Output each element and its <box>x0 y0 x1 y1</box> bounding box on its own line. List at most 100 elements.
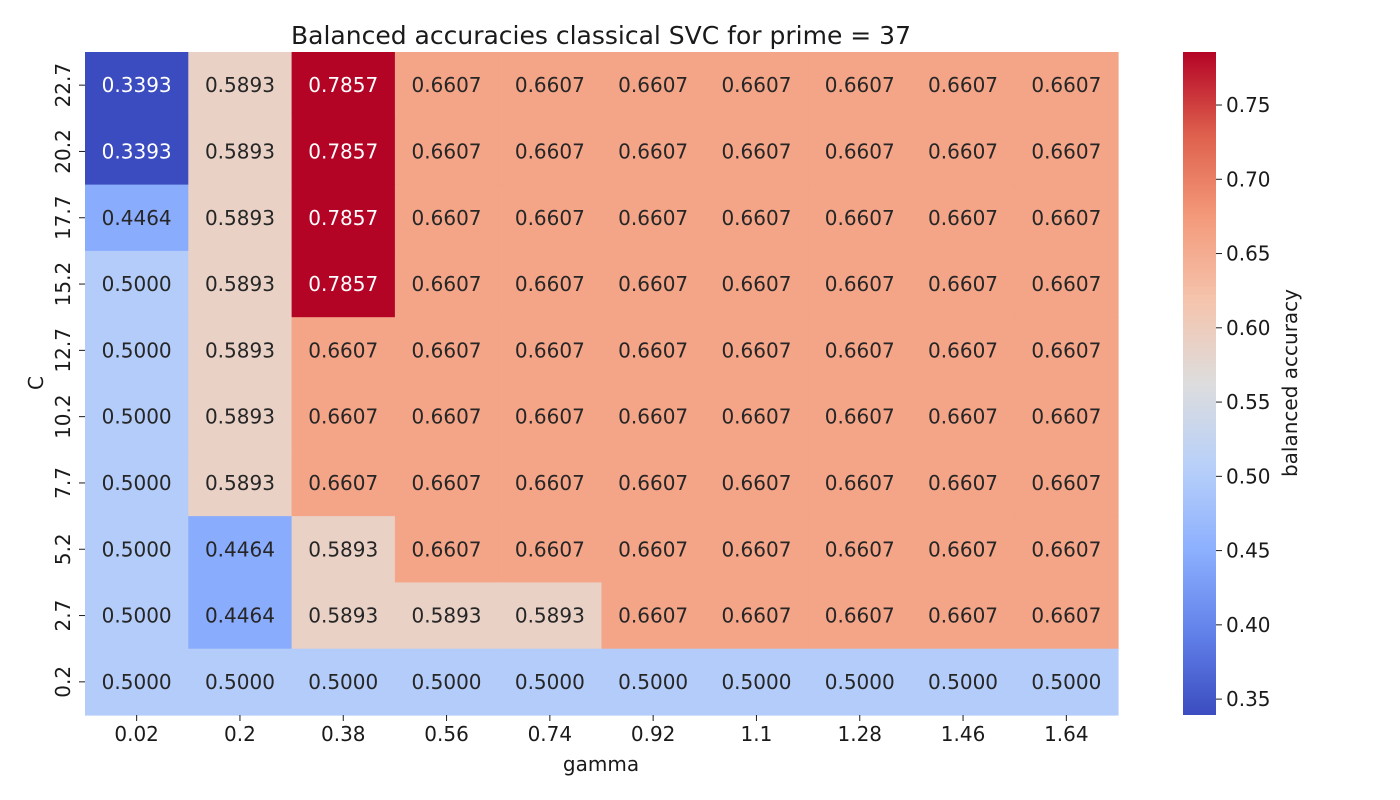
cell-value-label: 0.5893 <box>308 604 378 628</box>
heatmap-cell <box>188 449 293 517</box>
heatmap-cell <box>188 184 293 252</box>
heatmap-cell <box>394 52 499 119</box>
heatmap-cell <box>808 449 912 517</box>
cell-value-label: 0.6607 <box>928 73 998 97</box>
cell-value-label: 0.5000 <box>102 604 172 628</box>
cell-value-label: 0.6607 <box>1031 206 1101 230</box>
cell-value-label: 0.5000 <box>825 670 895 694</box>
heatmap-cell <box>188 52 293 119</box>
heatmap-cell <box>498 383 603 451</box>
heatmap-cell <box>601 118 706 186</box>
cell-value-label: 0.6607 <box>825 338 895 362</box>
heatmap-cell <box>911 383 1016 451</box>
cell-value-label: 0.5893 <box>515 604 585 628</box>
cell-value-label: 0.5000 <box>102 338 172 362</box>
cell-value-label: 0.6607 <box>721 405 791 429</box>
cell-value-label: 0.5000 <box>721 670 791 694</box>
heatmap-cell <box>394 516 499 583</box>
colorbar <box>1183 52 1216 715</box>
heatmap-cell <box>85 582 189 650</box>
heatmap-cell <box>394 582 499 650</box>
heatmap-cell <box>1014 184 1119 252</box>
heatmap-cell <box>911 516 1016 583</box>
colorbar-tick-label: 0.70 <box>1226 167 1271 191</box>
cell-value-label: 0.6607 <box>721 338 791 362</box>
heatmap-cell <box>85 383 189 451</box>
y-tick-label: 0.2 <box>51 666 75 698</box>
heatmap-cell <box>85 250 189 318</box>
colorbar-tick-label: 0.35 <box>1226 687 1271 711</box>
heatmap-cell <box>188 383 293 451</box>
y-tick-label: 2.7 <box>51 600 75 632</box>
cell-value-label: 0.7857 <box>308 272 378 296</box>
heatmap-cell <box>188 118 293 186</box>
cell-value-label: 0.6607 <box>928 338 998 362</box>
cell-value-label: 0.5000 <box>412 670 482 694</box>
heatmap-cell <box>291 52 396 119</box>
y-tick-label: 20.2 <box>51 129 75 174</box>
cell-value-label: 0.6607 <box>825 206 895 230</box>
x-axis-ticks: 0.02 0.2 0.38 0.56 0.74 0.92 1.1 1.28 1.46 1.64 <box>114 715 1089 746</box>
heatmap-cell <box>1014 449 1119 517</box>
heatmap-cell <box>1014 118 1119 186</box>
heatmap-cell <box>808 582 912 650</box>
cell-value-label: 0.5000 <box>205 670 275 694</box>
x-tick-label: 1.64 <box>1044 722 1089 746</box>
heatmap-cell <box>498 449 603 517</box>
cell-value-label: 0.6607 <box>412 537 482 561</box>
heatmap-cell <box>394 317 499 385</box>
cell-value-label: 0.6607 <box>618 604 688 628</box>
cell-value-label: 0.6607 <box>515 139 585 163</box>
colorbar-ticks: 0.35 0.40 0.45 0.50 0.55 0.60 0.65 0.70 0.75 <box>1216 93 1271 711</box>
heatmap-cell <box>1014 250 1119 318</box>
heatmap-cell <box>498 317 603 385</box>
cell-value-label: 0.6607 <box>412 73 482 97</box>
colorbar-tick-label: 0.55 <box>1226 390 1271 414</box>
heatmap-cell <box>808 184 912 252</box>
heatmap-cell <box>291 184 396 252</box>
heatmap-cell <box>498 648 603 716</box>
heatmap-cell <box>394 250 499 318</box>
cell-value-label: 0.6607 <box>515 537 585 561</box>
y-tick-label: 15.2 <box>51 262 75 307</box>
cell-value-label: 0.6607 <box>412 206 482 230</box>
cell-value-label: 0.7857 <box>308 139 378 163</box>
heatmap-cell <box>291 516 396 583</box>
cell-value-label: 0.6607 <box>618 73 688 97</box>
heatmap-cell <box>911 250 1016 318</box>
cell-value-label: 0.6607 <box>928 471 998 495</box>
cell-value-label: 0.4464 <box>102 206 172 230</box>
y-axis-label: C <box>24 376 48 390</box>
heatmap-cell <box>1014 52 1119 119</box>
heatmap-cell <box>601 317 706 385</box>
heatmap-cell <box>911 582 1016 650</box>
x-tick-label: 1.46 <box>941 722 986 746</box>
cell-value-label: 0.6607 <box>618 272 688 296</box>
heatmap-cell <box>808 516 912 583</box>
heatmap-cell <box>85 449 189 517</box>
y-tick-label: 5.2 <box>51 533 75 565</box>
heatmap-cell <box>498 582 603 650</box>
cell-value-label: 0.6607 <box>825 139 895 163</box>
cell-value-label: 0.6607 <box>515 405 585 429</box>
heatmap-cell <box>85 516 189 583</box>
x-tick-label: 1.28 <box>837 722 882 746</box>
heatmap-cell <box>808 118 912 186</box>
cell-value-label: 0.5000 <box>618 670 688 694</box>
cell-value-label: 0.6607 <box>515 206 585 230</box>
cell-value-label: 0.6607 <box>412 338 482 362</box>
x-tick-label: 0.74 <box>528 722 573 746</box>
cell-value-label: 0.6607 <box>721 604 791 628</box>
heatmap-cell <box>498 184 603 252</box>
heatmap-cell <box>704 582 809 650</box>
heatmap-cell <box>704 118 809 186</box>
cell-value-label: 0.6607 <box>928 206 998 230</box>
cell-value-label: 0.6607 <box>721 272 791 296</box>
heatmap-cell <box>498 118 603 186</box>
heatmap-cell <box>601 648 706 716</box>
heatmap-cell <box>601 250 706 318</box>
heatmap-cell <box>291 250 396 318</box>
x-tick-label: 0.2 <box>224 722 256 746</box>
cell-value-label: 0.6607 <box>1031 471 1101 495</box>
heatmap-cell <box>85 648 189 716</box>
